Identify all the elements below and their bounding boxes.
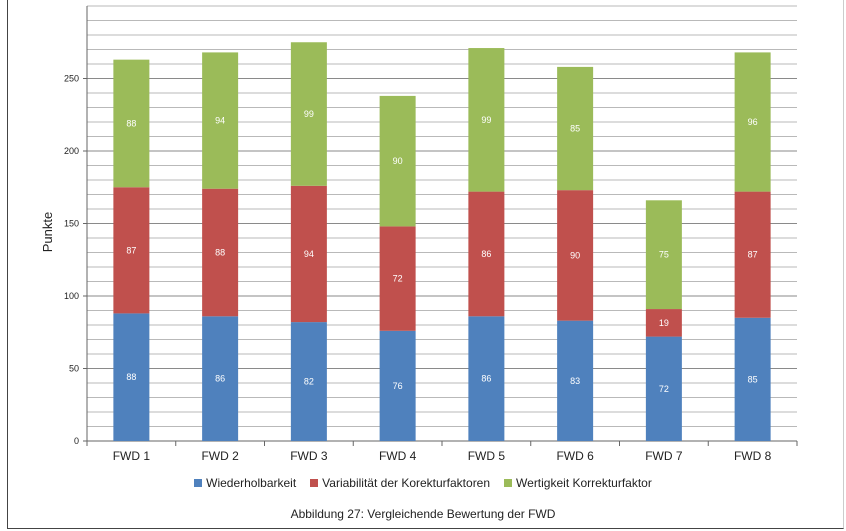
data-label: 19 xyxy=(659,318,669,328)
bar-segment xyxy=(379,95,416,227)
legend-label: Wertigkeit Korrekturfaktor xyxy=(516,476,652,490)
y-tick-label: 250 xyxy=(64,74,79,84)
data-label: 88 xyxy=(126,118,136,128)
x-tick-label: FWD 2 xyxy=(201,449,239,463)
legend: Wiederholbarkeit Variabilität der Korektu… xyxy=(0,476,846,490)
data-label: 76 xyxy=(393,381,403,391)
bar-segment xyxy=(645,200,682,310)
bar-segment xyxy=(113,187,150,314)
y-tick-label: 100 xyxy=(64,291,79,301)
data-label: 90 xyxy=(393,156,403,166)
bar-segment xyxy=(734,317,771,441)
legend-swatch xyxy=(194,479,203,487)
figure-caption: Abbildung 27: Vergleichende Bewertung de… xyxy=(290,507,556,521)
data-label: 87 xyxy=(748,250,758,260)
data-label: 83 xyxy=(570,376,580,386)
data-labels: 88 87 88 86 88 94 82 94 99 76 72 90 86 86 99 83 90 85 72 19… xyxy=(126,109,757,394)
x-tick-label: FWD 6 xyxy=(556,449,594,463)
legend-label: Variabilität der Korekturfaktoren xyxy=(322,476,491,490)
y-axis-label: Punkte xyxy=(40,212,55,252)
bar-segment xyxy=(557,66,594,191)
x-tick-label: FWD 5 xyxy=(468,449,506,463)
data-label: 88 xyxy=(215,248,225,258)
x-tick-label: FWD 4 xyxy=(379,449,417,463)
y-tick-label: 200 xyxy=(64,146,79,156)
bar-segment xyxy=(468,316,505,441)
bar-segment xyxy=(202,316,239,441)
data-label: 85 xyxy=(570,124,580,134)
gridlines xyxy=(87,5,797,427)
bar-segment xyxy=(468,191,505,317)
y-tick-label: 0 xyxy=(74,436,79,446)
legend-item: Wiederholbarkeit xyxy=(194,476,296,490)
bar-segment xyxy=(468,48,505,192)
data-label: 72 xyxy=(659,384,669,394)
stacked-bar-chart: 0 50 100 150 200 250 FWD 1 FWD 2 FWD 3 FWD 4 FWD 5… xyxy=(40,5,798,463)
bar-segment xyxy=(290,185,327,323)
data-label: 75 xyxy=(659,250,669,260)
data-label: 96 xyxy=(748,117,758,127)
axes: 0 50 100 150 200 250 FWD 1 FWD 2 FWD 3 FWD 4 FWD 5… xyxy=(64,6,798,463)
data-label: 86 xyxy=(481,249,491,259)
data-label: 90 xyxy=(570,250,580,260)
x-tick-label: FWD 3 xyxy=(290,449,328,463)
bar-segment xyxy=(113,313,150,441)
y-tick-label: 50 xyxy=(69,364,79,374)
bar-segment xyxy=(645,309,682,337)
data-label: 94 xyxy=(304,249,314,259)
bar-segment xyxy=(202,188,239,317)
legend-item: Variabilität der Korekturfaktoren xyxy=(310,476,490,490)
bar-segment xyxy=(290,42,327,186)
bar-segment xyxy=(557,190,594,321)
data-label: 88 xyxy=(126,372,136,382)
bar-segment xyxy=(202,52,239,189)
x-tick-label: FWD 1 xyxy=(113,449,151,463)
bar-segment xyxy=(734,52,771,192)
data-label: 99 xyxy=(304,109,314,119)
y-tick-label: 150 xyxy=(64,219,79,229)
data-label: 86 xyxy=(481,374,491,384)
x-tick-label: FWD 8 xyxy=(734,449,772,463)
legend-item: Wertigkeit Korrekturfaktor xyxy=(504,476,652,490)
x-tick-label: FWD 7 xyxy=(645,449,683,463)
legend-swatch xyxy=(310,479,319,487)
bar-segment xyxy=(113,59,150,188)
bar-segment xyxy=(557,320,594,441)
bar-segment xyxy=(734,191,771,318)
legend-label: Wiederholbarkeit xyxy=(206,476,297,490)
bar-segment xyxy=(290,322,327,441)
data-label: 94 xyxy=(215,116,225,126)
bar-segment xyxy=(645,336,682,441)
bar-segment xyxy=(379,330,416,441)
data-label: 85 xyxy=(748,374,758,384)
data-label: 99 xyxy=(481,115,491,125)
data-label: 87 xyxy=(126,245,136,255)
bar-segment xyxy=(379,226,416,331)
bars xyxy=(113,42,771,441)
data-label: 72 xyxy=(393,274,403,284)
data-label: 86 xyxy=(215,374,225,384)
data-label: 82 xyxy=(304,377,314,387)
legend-swatch xyxy=(504,479,513,487)
